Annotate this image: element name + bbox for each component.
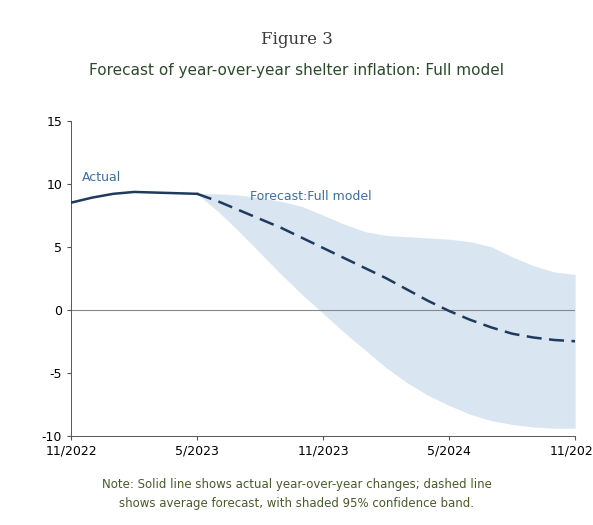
Text: Actual: Actual	[82, 171, 121, 184]
Text: Note: Solid line shows actual year-over-year changes; dashed line
shows average : Note: Solid line shows actual year-over-…	[101, 478, 492, 510]
Text: Forecast of year-over-year shelter inflation: Full model: Forecast of year-over-year shelter infla…	[89, 63, 504, 78]
Text: Figure 3: Figure 3	[260, 32, 333, 48]
Text: Forecast:Full model: Forecast:Full model	[250, 190, 371, 203]
